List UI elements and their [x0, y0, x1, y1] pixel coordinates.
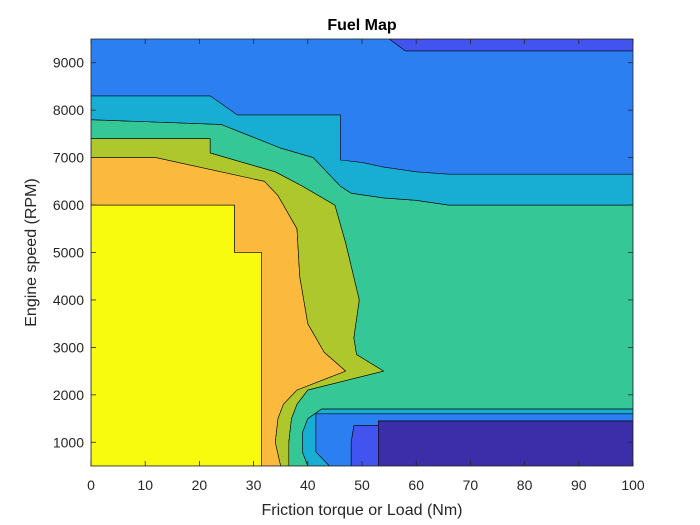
- x-axis: 0 10 20 30 40 50 60 70 80 90 100: [87, 39, 645, 493]
- x-tick-label: 80: [517, 477, 533, 493]
- contour-region-level-4: [91, 95, 633, 206]
- y-tick-label: 7000: [53, 150, 84, 166]
- x-tick-label: 70: [463, 477, 479, 493]
- x-tick-label: 30: [246, 477, 262, 493]
- y-tick-label: 2000: [53, 387, 84, 403]
- x-tick-label: 0: [87, 477, 95, 493]
- x-tick-label: 40: [300, 477, 316, 493]
- contour-regions: [91, 39, 633, 466]
- y-tick-label: 9000: [53, 55, 84, 71]
- y-axis: 1000 2000 3000 4000 5000 6000 7000 8000 9000: [53, 55, 633, 450]
- y-tick-label: 5000: [53, 245, 84, 261]
- contour-region-level-2: [388, 39, 633, 52]
- x-tick-label: 20: [192, 477, 208, 493]
- x-axis-label: Friction torque or Load (Nm): [262, 502, 463, 519]
- x-tick-label: 60: [408, 477, 424, 493]
- y-tick-label: 8000: [53, 102, 84, 118]
- chart-title: Fuel Map: [327, 17, 397, 34]
- y-axis-label: Engine speed (RPM): [23, 178, 40, 327]
- x-tick-label: 10: [137, 477, 153, 493]
- y-tick-label: 4000: [53, 292, 84, 308]
- y-tick-label: 6000: [53, 197, 84, 213]
- y-tick-label: 1000: [53, 434, 84, 450]
- x-tick-label: 100: [621, 477, 645, 493]
- contour-region-level-1: [377, 420, 633, 466]
- x-tick-label: 90: [571, 477, 587, 493]
- x-tick-label: 50: [354, 477, 370, 493]
- y-tick-label: 3000: [53, 339, 84, 355]
